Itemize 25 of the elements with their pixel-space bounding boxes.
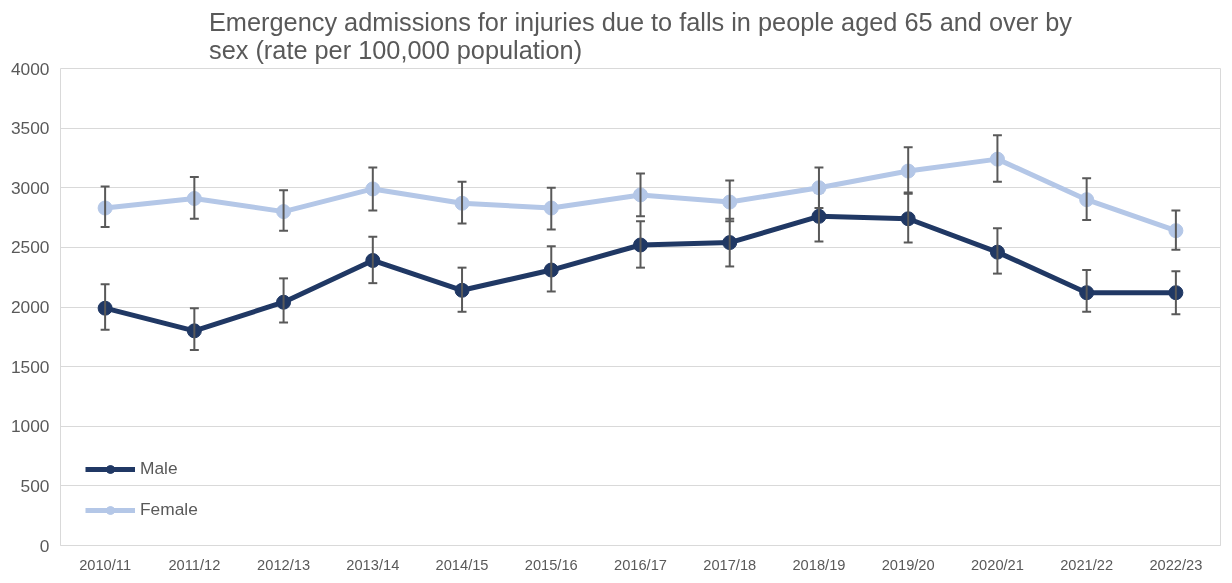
x-tick-label: 2017/18 — [703, 556, 757, 573]
y-tick-label: 1000 — [10, 416, 50, 437]
y-tick-label: 4000 — [10, 58, 50, 79]
x-tick-label: 2021/22 — [1060, 556, 1114, 573]
x-tick-label: 2020/21 — [970, 556, 1024, 573]
x-tick-label: 2011/12 — [168, 556, 221, 573]
legend-label: Male — [140, 458, 178, 479]
y-tick-label: 1500 — [10, 356, 50, 377]
y-tick-label: 3000 — [10, 177, 50, 198]
y-tick-label: 0 — [39, 535, 50, 556]
x-tick-label: 2018/19 — [792, 556, 846, 573]
y-tick-label: 2500 — [10, 237, 50, 258]
x-tick-label: 2014/15 — [435, 556, 489, 573]
y-tick-label: 500 — [20, 475, 50, 496]
x-tick-label: 2012/13 — [257, 556, 311, 573]
x-tick-label: 2022/23 — [1149, 556, 1203, 573]
legend-label: Female — [140, 499, 198, 520]
chart-title: Emergency admissions for injuries due to falls in people aged 65 and over by sex (rate per 100,000 population) — [208, 7, 1073, 64]
x-tick-label: 2019/20 — [881, 556, 935, 573]
x-tick-label: 2013/14 — [346, 556, 400, 573]
x-tick-label: 2016/17 — [614, 556, 667, 573]
y-tick-label: 3500 — [10, 118, 50, 139]
y-tick-label: 2000 — [10, 297, 50, 317]
x-tick-label: 2015/16 — [524, 556, 578, 573]
x-tick-label: 2010/11 — [79, 556, 132, 573]
